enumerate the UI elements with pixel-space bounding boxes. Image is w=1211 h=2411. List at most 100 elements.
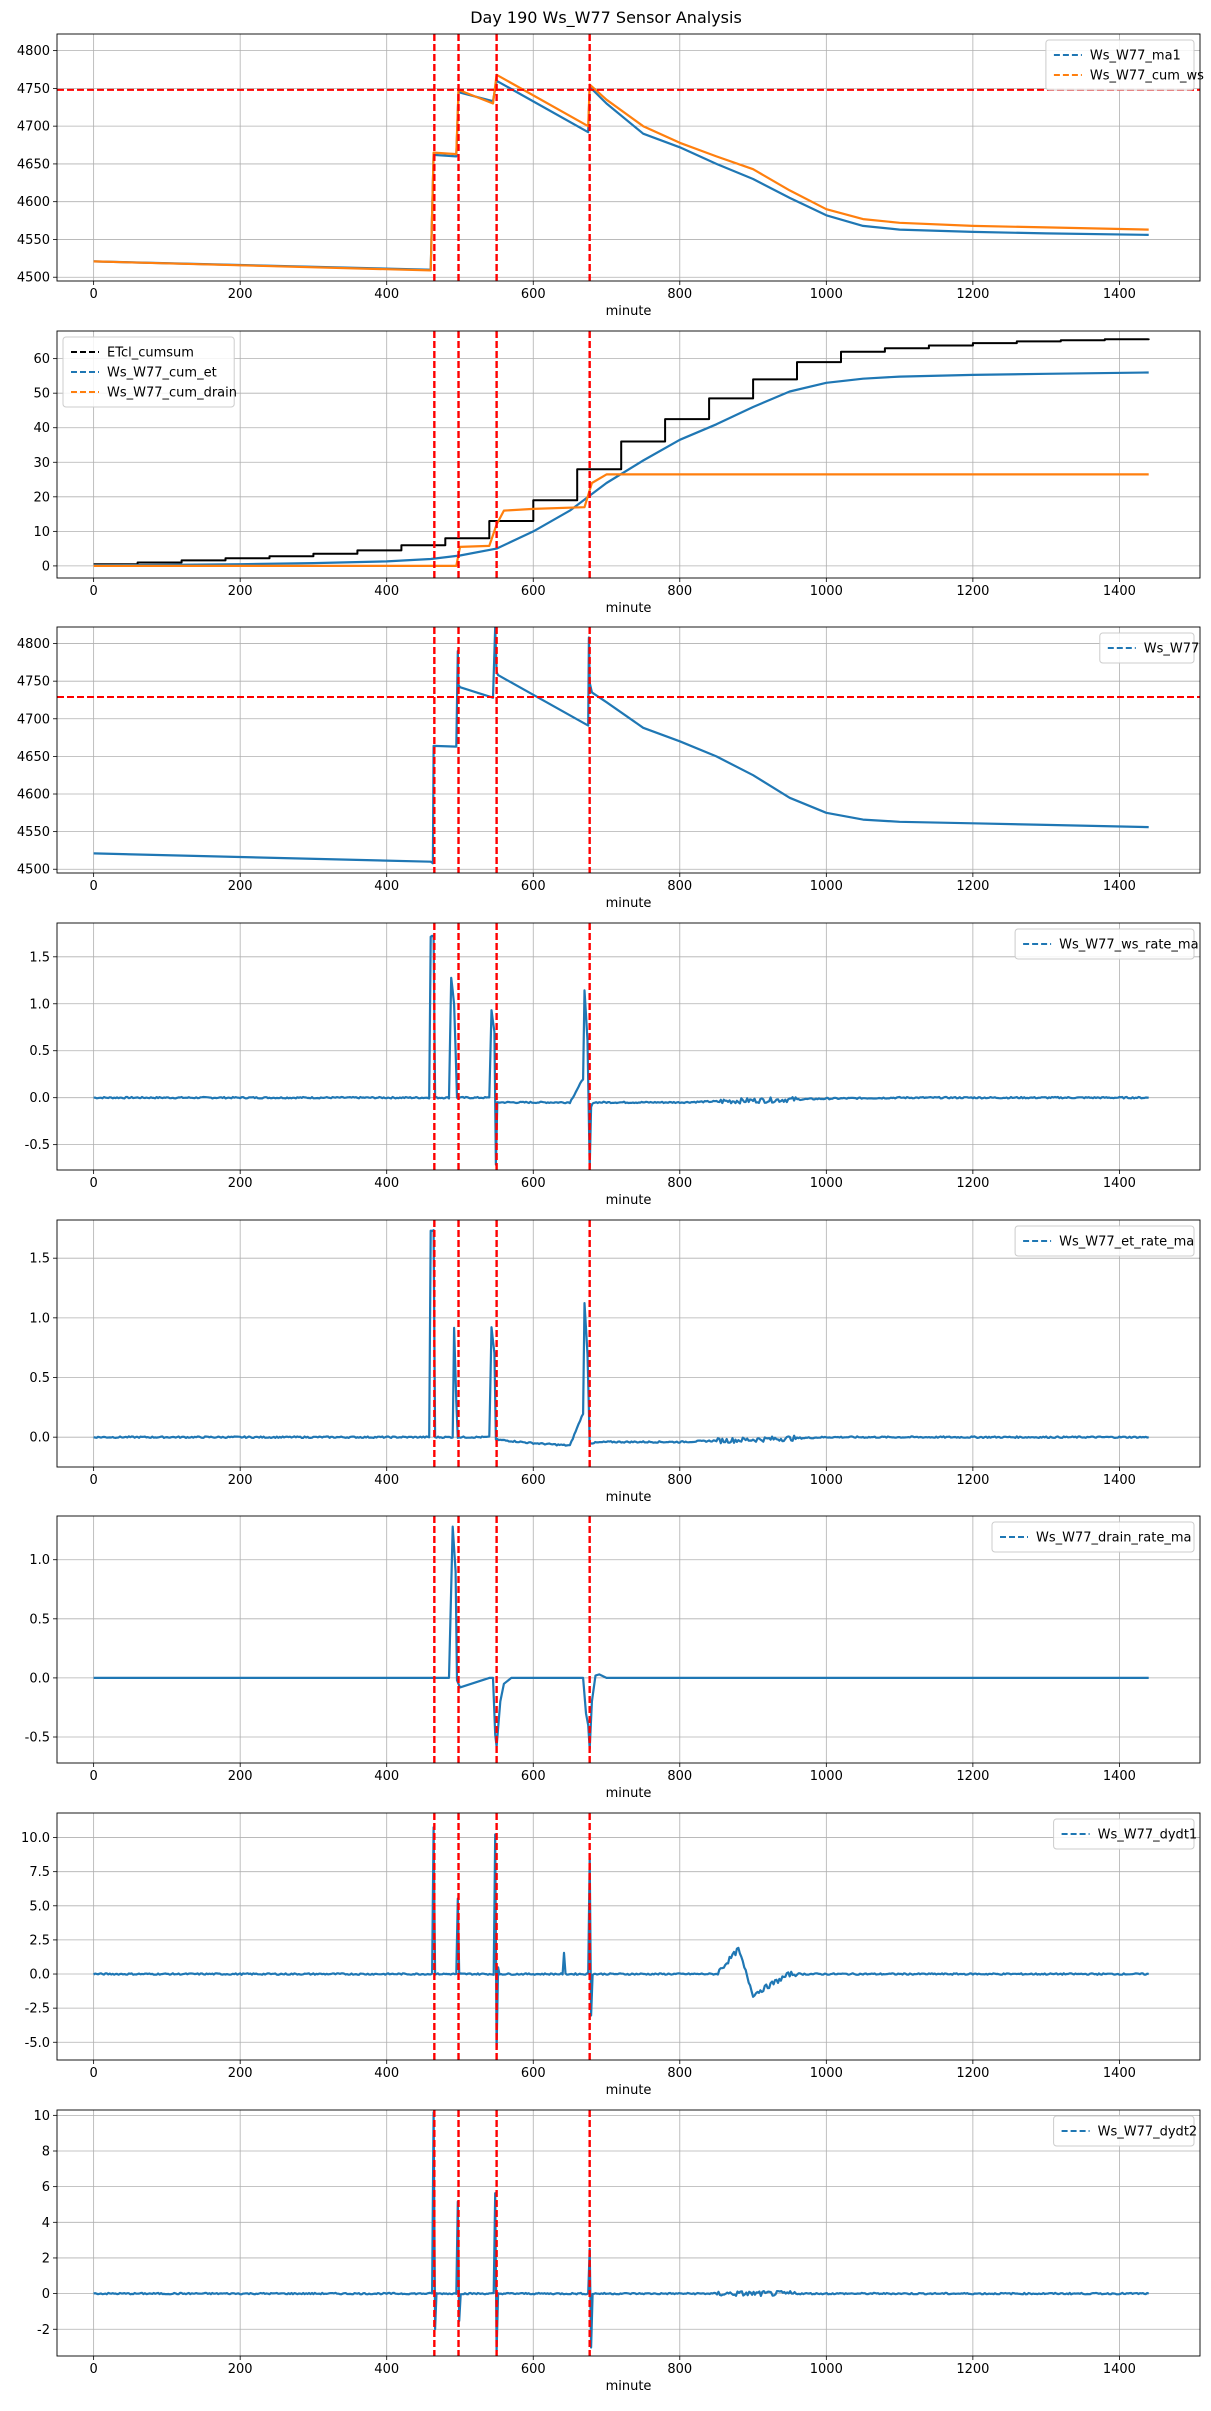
- legend-label: ETcl_cumsum: [107, 346, 194, 361]
- y-tick-label: 0.0: [29, 1431, 50, 1446]
- series-line-Ws_W77_cum_drain: [93, 473, 1149, 567]
- plot-area: [93, 1220, 1149, 1467]
- y-tick-label: -2.5: [25, 2002, 50, 2017]
- x-tick-label: 600: [521, 2362, 546, 2377]
- x-tick-label: 600: [521, 1473, 546, 1488]
- x-axis-label: minute: [606, 1786, 652, 1801]
- axes-frame: [56, 2109, 1201, 2357]
- x-tick-label: 1200: [956, 287, 989, 302]
- legend-box: [1099, 632, 1195, 664]
- legend-label: Ws_W77_et_rate_ma: [1059, 1235, 1194, 1250]
- y-tick-label: 4650: [17, 157, 50, 172]
- series-line-ETcl_cumsum: [93, 338, 1150, 566]
- y-tick-label: 40: [33, 421, 50, 436]
- plot-area: [57, 34, 1200, 281]
- y-tick-label: 0.0: [29, 1968, 50, 1983]
- y-tick-label: 0: [42, 2287, 50, 2302]
- y-tick-label: 0.5: [29, 1044, 50, 1059]
- x-tick-label: 1000: [810, 2066, 843, 2081]
- x-tick-label: 1400: [1103, 1176, 1136, 1191]
- y-tick-label: 4750: [17, 82, 50, 97]
- x-tick-label: 0: [89, 1769, 97, 1784]
- legend: Ws_W77_dydt1: [1053, 1818, 1198, 1850]
- legend-box: [991, 1521, 1195, 1553]
- y-tick-label: 60: [33, 352, 50, 367]
- x-tick-label: 800: [667, 2066, 692, 2081]
- x-tick-label: 1400: [1103, 2362, 1136, 2377]
- x-tick-label: 1000: [810, 287, 843, 302]
- y-tick-label: 10.0: [21, 1831, 50, 1846]
- y-tick-label: 4700: [17, 712, 50, 727]
- x-tick-label: 600: [521, 2066, 546, 2081]
- subplot-p5: 0 200 400 600 800 1000 1200 1400 0.0 0.5 1.0 1.5 min…: [29, 1219, 1201, 1505]
- y-tick-label: 4500: [17, 271, 50, 286]
- x-axis-label: minute: [606, 2083, 652, 2098]
- y-tick-label: -5.0: [25, 2036, 50, 2051]
- x-tick-label: 800: [667, 287, 692, 302]
- x-tick-label: 1000: [810, 2362, 843, 2377]
- legend-box: [1014, 1225, 1195, 1257]
- x-axis-label: minute: [606, 601, 652, 616]
- series-line-Ws_W77: [93, 627, 1149, 865]
- x-tick-label: 1400: [1103, 879, 1136, 894]
- x-tick-label: 600: [521, 1769, 546, 1784]
- legend: Ws_W77_drain_rate_ma: [991, 1521, 1195, 1553]
- x-tick-label: 1000: [810, 1176, 843, 1191]
- plot-area: [93, 1516, 1149, 1763]
- legend-box: [1045, 39, 1195, 91]
- x-tick-label: 1200: [956, 1473, 989, 1488]
- x-tick-label: 400: [374, 2066, 399, 2081]
- y-tick-label: 2.5: [29, 1933, 50, 1948]
- x-tick-label: 200: [228, 879, 253, 894]
- axes-frame: [56, 1219, 1201, 1468]
- x-axis-label: minute: [606, 304, 652, 319]
- x-tick-label: 1000: [810, 1473, 843, 1488]
- x-tick-label: 1200: [956, 2066, 989, 2081]
- axes-frame: [56, 1515, 1201, 1764]
- x-tick-label: 600: [521, 584, 546, 599]
- legend-label: Ws_W77_dydt1: [1098, 1828, 1198, 1843]
- y-tick-label: 1.0: [29, 1311, 50, 1326]
- y-tick-label: 1.5: [29, 950, 50, 965]
- x-axis-label: minute: [606, 2379, 652, 2394]
- y-tick-label: 4550: [17, 233, 50, 248]
- x-tick-label: 200: [228, 584, 253, 599]
- y-tick-label: 0.0: [29, 1091, 50, 1106]
- legend-box: [62, 336, 235, 408]
- y-tick-label: 10: [33, 2109, 50, 2124]
- legend-label: Ws_W77_cum_drain: [107, 386, 237, 401]
- x-tick-label: 1000: [810, 879, 843, 894]
- subplot-p2: 0 200 400 600 800 1000 1200 1400 0 10 20 30 40 50 60 mi…: [33, 330, 1201, 616]
- x-tick-label: 400: [374, 2362, 399, 2377]
- y-tick-label: 5.0: [29, 1899, 50, 1914]
- series-line-Ws_W77_dydt2: [93, 2111, 1150, 2352]
- x-tick-label: 400: [374, 287, 399, 302]
- x-tick-label: 400: [374, 1769, 399, 1784]
- legend: Ws_W77_ws_rate_ma: [1014, 928, 1199, 960]
- plot-area: [92, 1813, 1149, 2060]
- y-tick-label: 1.5: [29, 1252, 50, 1267]
- x-tick-label: 1400: [1103, 1473, 1136, 1488]
- subplot-p3: 0 200 400 600 800 1000 1200 1400 4500 4550 4600 465…: [17, 626, 1201, 911]
- y-tick-label: 4800: [17, 637, 50, 652]
- subplot-p4: 0 200 400 600 800 1000 1200 1400 -0.5 0.0 0.5 1.0 1.…: [25, 922, 1201, 1208]
- x-tick-label: 800: [667, 1769, 692, 1784]
- x-axis-label: minute: [606, 896, 652, 911]
- x-tick-label: 1200: [956, 2362, 989, 2377]
- axes-frame: [56, 330, 1201, 579]
- y-tick-label: -0.5: [25, 1731, 50, 1746]
- legend-label: Ws_W77_ma1: [1090, 49, 1181, 64]
- legend: Ws_W77: [1099, 632, 1199, 664]
- x-tick-label: 0: [89, 2362, 97, 2377]
- x-tick-label: 200: [228, 2066, 253, 2081]
- x-tick-label: 400: [374, 1176, 399, 1191]
- series-line-Ws_W77_cum_et: [93, 371, 1149, 567]
- y-tick-label: -2: [37, 2323, 50, 2338]
- axes-frame: [56, 626, 1201, 874]
- y-tick-label: 10: [33, 525, 50, 540]
- y-tick-label: 0.5: [29, 1371, 50, 1386]
- legend-label: Ws_W77_cum_ws: [1090, 69, 1204, 84]
- x-tick-label: 800: [667, 2362, 692, 2377]
- x-tick-label: 600: [521, 879, 546, 894]
- x-tick-label: 600: [521, 1176, 546, 1191]
